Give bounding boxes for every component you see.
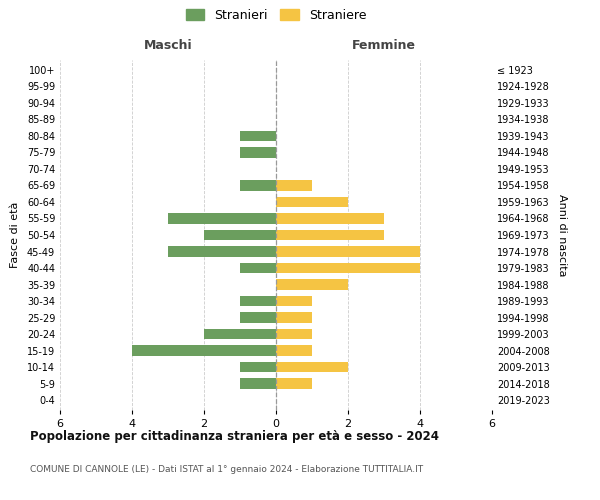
- Bar: [240, 180, 276, 191]
- Bar: [240, 262, 276, 274]
- Legend: Stranieri, Straniere: Stranieri, Straniere: [185, 8, 367, 22]
- Bar: [240, 296, 276, 306]
- Bar: [240, 130, 276, 141]
- Bar: [276, 345, 312, 356]
- Bar: [276, 196, 348, 207]
- Bar: [276, 296, 312, 306]
- Bar: [204, 328, 276, 340]
- Bar: [276, 312, 312, 323]
- Bar: [276, 378, 312, 389]
- Text: Maschi: Maschi: [143, 38, 193, 52]
- Bar: [168, 213, 276, 224]
- Bar: [276, 328, 312, 340]
- Bar: [240, 147, 276, 158]
- Bar: [132, 345, 276, 356]
- Bar: [276, 262, 420, 274]
- Bar: [240, 378, 276, 389]
- Bar: [276, 246, 420, 257]
- Bar: [240, 312, 276, 323]
- Y-axis label: Anni di nascita: Anni di nascita: [557, 194, 566, 276]
- Text: Popolazione per cittadinanza straniera per età e sesso - 2024: Popolazione per cittadinanza straniera p…: [30, 430, 439, 443]
- Bar: [240, 362, 276, 372]
- Bar: [276, 279, 348, 290]
- Bar: [168, 246, 276, 257]
- Bar: [276, 213, 384, 224]
- Bar: [276, 180, 312, 191]
- Bar: [276, 230, 384, 240]
- Bar: [276, 362, 348, 372]
- Text: Femmine: Femmine: [352, 38, 416, 52]
- Y-axis label: Fasce di età: Fasce di età: [10, 202, 20, 268]
- Bar: [204, 230, 276, 240]
- Text: COMUNE DI CANNOLE (LE) - Dati ISTAT al 1° gennaio 2024 - Elaborazione TUTTITALIA: COMUNE DI CANNOLE (LE) - Dati ISTAT al 1…: [30, 465, 423, 474]
